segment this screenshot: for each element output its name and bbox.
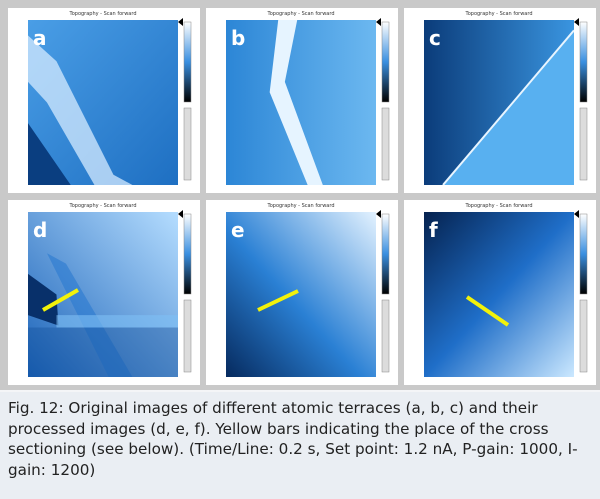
panel-title: Topography - Scan forward [465, 11, 533, 17]
colorbar [183, 213, 192, 295]
colorbar [183, 21, 192, 103]
panel-letter: c [429, 26, 441, 50]
panel-letters: a b c d e f [33, 26, 441, 242]
image-c [424, 20, 574, 185]
image-grid: Topography - Scan forward Topography - Sc… [0, 0, 600, 390]
range-box [381, 107, 390, 181]
panel-letter: a [33, 26, 47, 50]
marker [178, 210, 183, 218]
marker [376, 18, 381, 26]
marker [574, 210, 579, 218]
panel-title: Topography - Scan forward [69, 203, 137, 209]
panel-letter: e [231, 218, 245, 242]
range-box [579, 107, 588, 181]
image-d [28, 212, 178, 377]
colorbar [381, 21, 390, 103]
caption: Fig. 12: Original images of different at… [0, 392, 600, 499]
cross-section-bar [465, 295, 510, 327]
range-box [381, 299, 390, 373]
cross-section-bar [42, 288, 79, 312]
cross-section-bar [257, 289, 299, 312]
marker [376, 210, 381, 218]
colorbar [579, 213, 588, 295]
marker [574, 18, 579, 26]
panel-letter: d [33, 218, 47, 242]
image-f [424, 212, 574, 377]
image-e [226, 212, 376, 377]
marker [178, 18, 183, 26]
colorbar [579, 21, 588, 103]
panel-letter: f [429, 218, 438, 242]
panel-letter: b [231, 26, 245, 50]
colorbar [381, 213, 390, 295]
panel-title: Topography - Scan forward [69, 11, 137, 17]
image-b [226, 20, 376, 185]
range-box [183, 299, 192, 373]
panel-title: Topography - Scan forward [267, 11, 335, 17]
panel-title: Topography - Scan forward [267, 203, 335, 209]
image-a [28, 20, 178, 185]
panel-title: Topography - Scan forward [465, 203, 533, 209]
range-box [183, 107, 192, 181]
range-box [579, 299, 588, 373]
